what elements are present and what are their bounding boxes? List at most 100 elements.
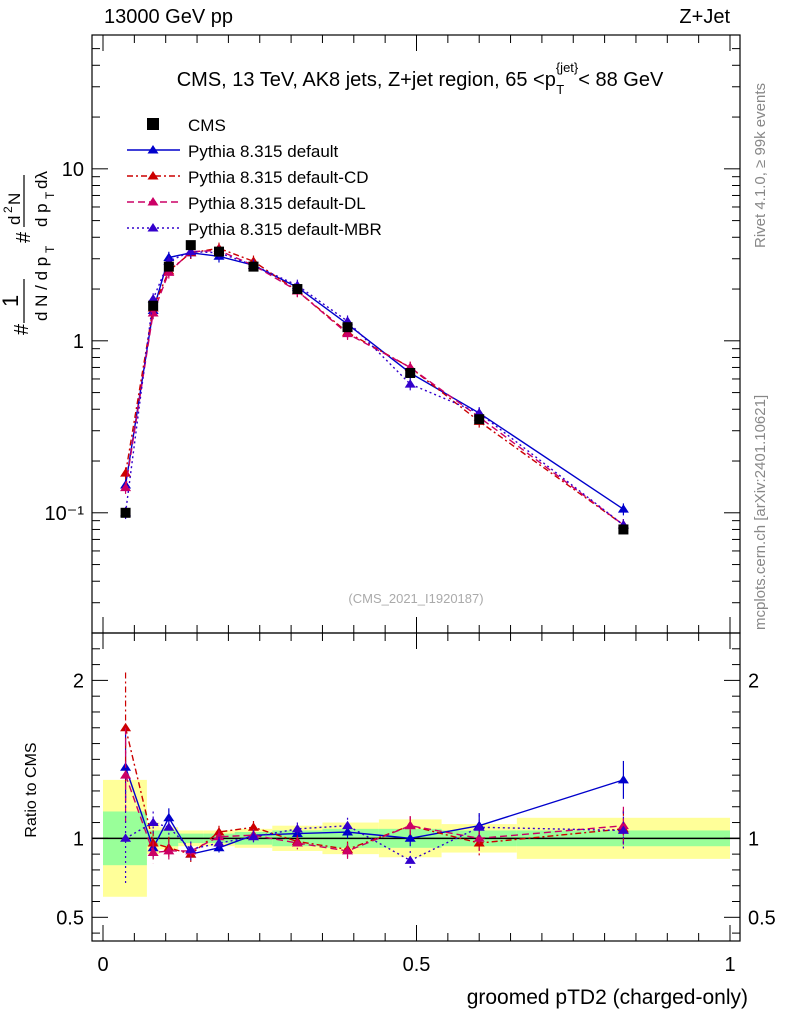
legend-label: Pythia 8.315 default-CD [188,168,369,187]
legend-marker [147,223,159,232]
x-tick-label: 0.5 [403,954,431,976]
analysis-id-label: (CMS_2021_I1920187) [348,591,483,606]
series-marker [342,328,354,338]
data-point [213,246,224,257]
series-line [124,247,624,526]
data-point [618,524,629,535]
svg-text:#: # [11,323,33,335]
energy-label: 13000 GeV pp [104,6,233,28]
svg-text:N: N [5,193,24,205]
legend-marker [147,171,159,180]
y-tick-label-main: 10⁻¹ [45,503,85,525]
process-label: Z+Jet [679,6,730,28]
ratio-marker [120,833,132,842]
ratio-marker [473,822,485,831]
legend-marker [147,197,159,206]
svg-text:1: 1 [0,295,23,307]
axis-ticks: 10⁻¹ 1 10 0.5 0.5 1 1 2 2 0 0.5 1 [45,34,776,976]
y-tick-label-main: 1 [73,331,84,353]
legend-label-data: CMS [188,116,226,135]
ratio-marker [342,820,354,830]
y-tick-label-ratio-right: 1 [748,828,759,850]
data-point [474,414,485,425]
svg-text:d N / d p: d N / d p [32,257,51,321]
chart-title-sup: {jet} [556,60,579,75]
ratio-marker [617,825,629,834]
data-point [120,507,131,518]
ratio-marker [163,822,175,831]
ratio-marker [185,844,197,853]
legend-marker-data [147,118,159,130]
data-point [405,367,416,378]
ratio-marker [163,846,175,855]
ratio-marker [120,770,132,779]
ratio-marker [291,823,303,833]
svg-text:#: # [13,231,35,243]
chart-title: CMS, 13 TeV, AK8 jets, Z+jet region, 65 … [177,60,664,97]
main-series-group [120,240,629,535]
data-point [185,240,196,251]
svg-text:T: T [43,191,57,199]
ratio-marker [120,722,132,732]
series-marker [147,294,159,303]
ratio-series-group [120,672,629,886]
y-tick-label-ratio: 2 [73,670,84,692]
chart-title-main: CMS, 13 TeV, AK8 jets, Z+jet region, 65 … [177,69,556,91]
y-tick-label-ratio: 1 [73,828,84,850]
y-tick-label-main: 10 [62,159,84,181]
chart-title-sub: T [556,82,564,97]
ratio-marker [342,827,354,836]
y-axis-label-ratio: Ratio to CMS [23,742,40,837]
series-marker [617,504,629,513]
ratio-marker [247,822,259,831]
ratio-marker [617,774,629,784]
svg-text:d p: d p [32,203,51,227]
legend-label: Pythia 8.315 default-MBR [188,220,382,239]
series-line [124,252,624,510]
data-point [163,261,174,272]
ratio-marker [213,838,225,847]
ratio-marker [163,812,175,822]
ratio-marker [404,833,416,842]
svg-text:d: d [5,216,24,225]
ratio-marker [473,833,485,842]
y-tick-label-ratio-right: 2 [748,670,759,692]
series-line [124,250,624,526]
x-axis-label: groomed pTD2 (charged-only) [466,986,748,1009]
series-line [124,249,624,526]
legend-marker [147,145,159,154]
data-point [342,322,353,333]
series-marker [404,379,416,388]
ratio-marker [404,855,416,864]
legend: CMS Pythia 8.315 default Pythia 8.315 defa… [127,116,382,239]
data-point [248,261,259,272]
ratio-marker [147,817,159,827]
series-marker [163,267,175,276]
ratio-marker [342,846,354,855]
svg-text:T: T [43,245,57,253]
series-marker [120,482,132,492]
ratio-marker [291,838,303,847]
ratio-marker [404,820,416,830]
legend-label: Pythia 8.315 default-DL [188,194,366,213]
chart-title-tail: < 88 GeV [578,69,664,91]
svg-text:2: 2 [1,206,15,213]
series-marker [185,246,197,256]
y-tick-label-ratio: 0.5 [56,907,84,929]
svg-text:dλ: dλ [32,171,51,189]
ratio-plot-frame [91,632,741,942]
series-marker [147,308,159,317]
data-point [292,284,303,295]
ratio-marker [147,847,159,857]
legend-label: Pythia 8.315 default [188,142,339,161]
y-axis-label-main: # 1 d N / d p T # d 2N d p Tdλ [0,171,57,335]
ratio-marker [617,820,629,830]
y-tick-label-ratio-right: 0.5 [748,907,776,929]
ratio-marker [213,831,225,841]
ratio-series-line [125,821,624,862]
data-point [148,300,159,311]
x-tick-label: 0 [97,954,108,976]
series-marker [120,468,132,477]
ratio-marker [247,831,259,841]
